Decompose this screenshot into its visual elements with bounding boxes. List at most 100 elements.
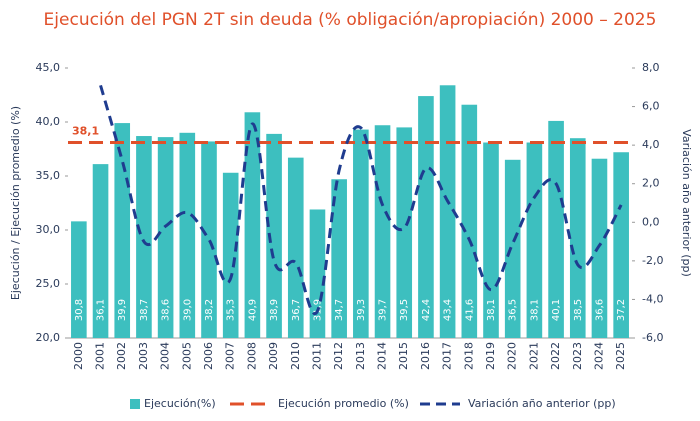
average-label: 38,1 <box>72 125 99 138</box>
x-tick-label: 2002 <box>115 342 128 370</box>
legend-label: Ejecución promedio (%) <box>278 397 409 410</box>
x-tick-label: 2017 <box>441 342 454 370</box>
legend-label: Ejecución(%) <box>144 397 216 410</box>
bar <box>222 172 239 338</box>
x-tick-label: 2010 <box>289 342 302 370</box>
y2-axis-label: Variación año anterior (pp) <box>680 129 693 277</box>
x-tick-label: 2004 <box>159 342 172 370</box>
bar-value-label: 36,1 <box>96 299 107 321</box>
bar <box>331 179 347 338</box>
x-tick-label: 2021 <box>527 342 540 370</box>
y2-tick-label: -6,0 <box>642 331 663 344</box>
x-tick-label: 2025 <box>614 342 627 370</box>
bar <box>548 120 564 338</box>
legend-label: Variación año anterior (pp) <box>468 397 616 410</box>
bar <box>92 164 109 338</box>
bar-value-label: 43,4 <box>443 299 454 321</box>
bar <box>114 123 131 338</box>
y-tick-label: 35,0 <box>36 169 61 182</box>
bar-value-label: 36,7 <box>291 299 302 321</box>
y2-tick-label: -4,0 <box>642 292 663 305</box>
bar <box>266 133 282 338</box>
x-tick-label: 2001 <box>94 342 107 370</box>
bar-value-label: 38,5 <box>573 299 584 321</box>
bar <box>71 221 87 338</box>
bar-value-label: 42,4 <box>421 299 432 321</box>
bar <box>461 104 478 338</box>
bar-value-label: 36,6 <box>594 299 605 321</box>
x-tick-label: 2020 <box>506 342 519 370</box>
variation-line <box>99 84 623 316</box>
y2-tick-label: 2,0 <box>642 177 660 190</box>
y2-tick-label: 6,0 <box>642 100 660 113</box>
x-tick-label: 2000 <box>72 342 85 370</box>
x-tick-label: 2008 <box>245 342 258 370</box>
x-tick-label: 2007 <box>224 342 237 370</box>
y-tick-label: 25,0 <box>36 277 61 290</box>
bar-value-label: 38,7 <box>139 299 150 321</box>
x-tick-label: 2013 <box>354 342 367 370</box>
bar <box>353 129 369 338</box>
x-tick-label: 2019 <box>484 342 497 370</box>
bar-value-label: 36,5 <box>508 299 519 321</box>
bar <box>136 136 152 338</box>
chart-title: Ejecución del PGN 2T sin deuda (% obliga… <box>44 10 657 30</box>
bar-value-label: 38,1 <box>529 299 540 321</box>
x-tick-label: 2024 <box>592 342 605 370</box>
y-tick-label: 20,0 <box>36 331 61 344</box>
x-tick-label: 2006 <box>202 342 215 370</box>
bar <box>483 142 499 338</box>
y2-tick-label: 8,0 <box>642 61 660 74</box>
y-tick-label: 45,0 <box>36 61 61 74</box>
bar-value-label: 38,1 <box>486 299 497 321</box>
bar-value-label: 34,7 <box>334 299 345 321</box>
bar-value-label: 39,0 <box>182 299 193 321</box>
x-tick-label: 2015 <box>397 342 410 370</box>
legend-swatch <box>130 399 140 409</box>
bar-value-label: 39,3 <box>356 299 367 321</box>
bar-value-label: 41,6 <box>464 299 475 321</box>
bar-value-label: 39,5 <box>399 299 410 321</box>
x-tick-label: 2005 <box>180 342 193 370</box>
bar-value-label: 38,9 <box>269 299 280 321</box>
bar <box>287 157 304 338</box>
bar-value-label: 38,2 <box>204 299 215 321</box>
bar-value-label: 35,3 <box>226 299 237 321</box>
bar-value-label: 38,6 <box>161 299 172 321</box>
bar <box>613 152 629 338</box>
x-tick-label: 2011 <box>310 342 323 370</box>
y2-tick-label: 4,0 <box>642 138 660 151</box>
bar <box>418 96 434 338</box>
x-tick-label: 2012 <box>332 342 345 370</box>
bar <box>179 132 196 338</box>
bar <box>201 141 217 338</box>
bar <box>591 158 608 338</box>
bar <box>396 127 413 339</box>
bar-value-label: 39,7 <box>378 299 389 321</box>
bar <box>244 112 261 338</box>
bar-value-label: 39,9 <box>117 299 128 321</box>
x-tick-label: 2022 <box>549 342 562 370</box>
x-tick-label: 2009 <box>267 342 280 370</box>
x-tick-label: 2016 <box>419 342 432 370</box>
x-tick-label: 2014 <box>376 342 389 370</box>
bar <box>157 137 174 338</box>
x-tick-label: 2003 <box>137 342 150 370</box>
y-tick-label: 40,0 <box>36 115 61 128</box>
bar-value-label: 40,9 <box>247 299 258 321</box>
bar <box>309 209 326 338</box>
bar <box>374 125 391 339</box>
bar <box>569 138 586 338</box>
x-tick-label: 2018 <box>462 342 475 370</box>
bar <box>439 85 456 338</box>
bar-value-label: 30,8 <box>74 299 85 321</box>
y2-tick-label: 0,0 <box>642 215 660 228</box>
bar <box>504 159 521 338</box>
y-tick-label: 30,0 <box>36 223 61 236</box>
y-axis-label: Ejecución / Ejecución promedio (%) <box>9 106 22 300</box>
x-tick-label: 2023 <box>571 342 584 370</box>
y2-tick-label: -2,0 <box>642 254 663 267</box>
bar-value-label: 40,1 <box>551 299 562 321</box>
bar-value-label: 37,2 <box>616 299 627 321</box>
